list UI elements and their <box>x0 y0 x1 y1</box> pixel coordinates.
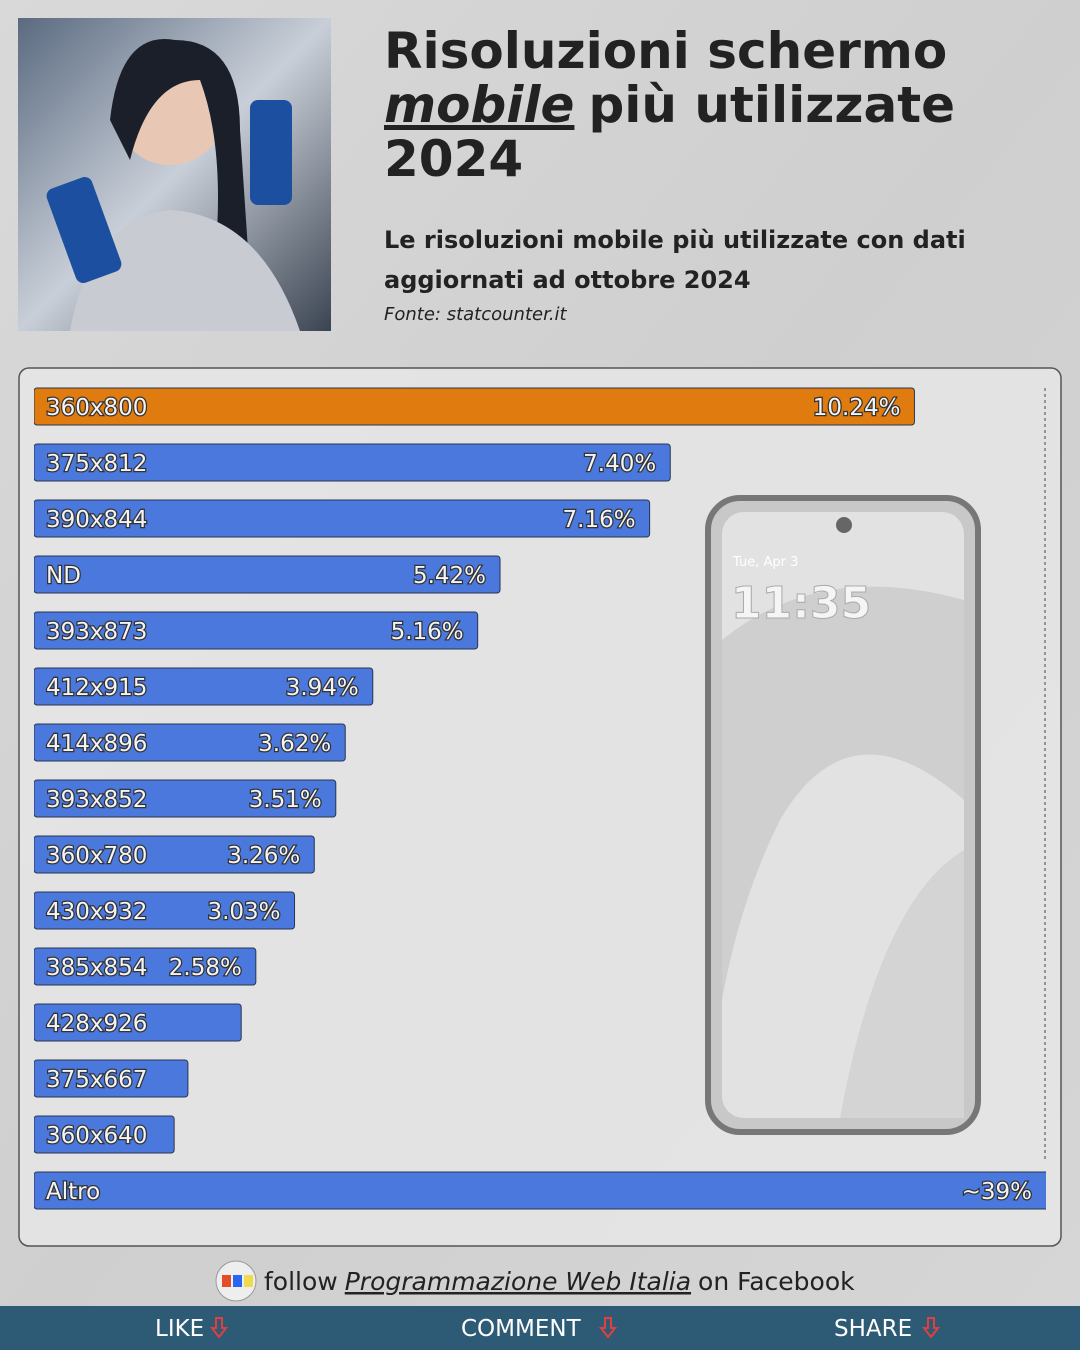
comment-button[interactable]: COMMENT <box>461 1316 582 1342</box>
like-button[interactable]: LIKE <box>155 1316 204 1342</box>
phone-wallpaper <box>840 850 964 1118</box>
value-label: 3.03% <box>207 899 280 925</box>
bar <box>34 835 315 874</box>
category-label: 375x812 <box>46 451 147 477</box>
bar <box>34 555 501 594</box>
value-label: 10.24% <box>813 395 901 421</box>
photo-phone <box>46 177 122 283</box>
footer-text: follow <box>264 1267 338 1296</box>
bar <box>34 667 374 706</box>
title: Risoluzioni schermo <box>384 22 947 80</box>
value-label: ~39% <box>962 1179 1032 1205</box>
action-bar <box>0 1306 1080 1350</box>
bar <box>34 723 346 762</box>
share-button[interactable]: SHARE <box>834 1316 912 1342</box>
bar <box>34 1115 175 1154</box>
category-label: 375x667 <box>46 1067 147 1093</box>
arrow-icon <box>598 1317 618 1339</box>
value-label: 2.58% <box>169 955 242 981</box>
value-label: 7.16% <box>563 507 636 533</box>
footer-link[interactable]: Programmazione Web Italia <box>345 1267 691 1296</box>
bar <box>34 1003 242 1042</box>
category-label: 412x915 <box>46 675 147 701</box>
category-label: 360x640 <box>46 1123 147 1149</box>
photo-phone <box>250 100 292 205</box>
bar <box>34 779 337 818</box>
category-label: 390x844 <box>46 507 147 533</box>
bar <box>34 443 671 482</box>
title-emphasis: mobile <box>384 76 574 134</box>
bar <box>34 499 651 538</box>
photo-shirt <box>70 210 300 331</box>
phone-time: 11:35 <box>731 578 871 629</box>
arrow-icon <box>209 1317 229 1339</box>
bar <box>34 891 296 930</box>
footer-text: on Facebook <box>698 1267 855 1296</box>
bar <box>34 1171 1046 1210</box>
category-label: 360x800 <box>46 395 147 421</box>
arrow-icon <box>921 1317 941 1339</box>
category-label: 360x780 <box>46 843 147 869</box>
source: Fonte: statcounter.it <box>384 304 568 325</box>
photo-hair <box>110 39 250 300</box>
bar <box>34 611 479 650</box>
category-label: 430x932 <box>46 899 147 925</box>
title: più utilizzate <box>588 76 955 134</box>
value-label: 7.40% <box>583 451 656 477</box>
category-label: Altro <box>46 1179 100 1205</box>
value-label: 5.16% <box>391 619 464 645</box>
footer-logo <box>233 1275 242 1287</box>
bar <box>34 1059 189 1098</box>
category-label: 393x873 <box>46 619 147 645</box>
bar <box>34 387 915 426</box>
category-label: 393x852 <box>46 787 147 813</box>
value-label: 3.51% <box>249 787 322 813</box>
subtitle: Le risoluzioni mobile più utilizzate con… <box>384 226 966 254</box>
title: 2024 <box>384 130 523 188</box>
value-label: 3.94% <box>286 675 359 701</box>
bars <box>34 387 1046 1210</box>
footer-logo <box>222 1275 231 1287</box>
footer-text: follow Programmazione Web Italia on Facebo… <box>264 1267 855 1296</box>
subtitle: aggiornati ad ottobre 2024 <box>384 266 751 294</box>
category-label: 428x926 <box>46 1011 147 1037</box>
bar <box>34 947 257 986</box>
category-label: 414x896 <box>46 731 147 757</box>
category-label: 385x854 <box>46 955 147 981</box>
bar-labels: 360x800 10.24% 375x812 7.40% 390x844 7.16% ND 5… <box>45 394 1034 1207</box>
category-label: ND <box>46 563 81 589</box>
value-label: 3.26% <box>227 843 300 869</box>
value-label: 5.42% <box>413 563 486 589</box>
phone-date: Tue, Apr 3 <box>732 555 798 570</box>
footer-logo <box>244 1275 253 1287</box>
value-label: 3.62% <box>258 731 331 757</box>
title: mobile più utilizzate <box>384 76 955 134</box>
phone-camera <box>836 517 852 533</box>
phone-wallpaper <box>722 586 964 1000</box>
